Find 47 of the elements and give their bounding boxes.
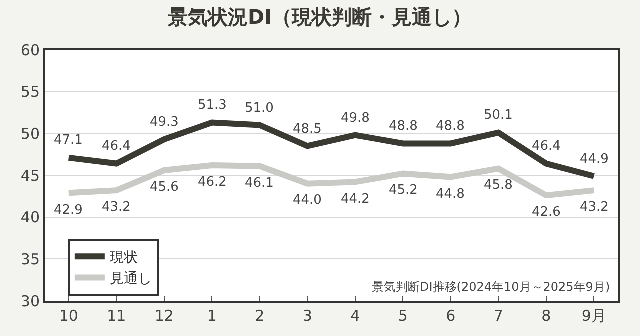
data-label: 50.1 (484, 108, 513, 123)
data-label: 46.4 (102, 139, 131, 154)
chart-title: 景気状況DI（現状判断・見通し） (166, 5, 472, 30)
x-tick-label: 4 (350, 307, 360, 325)
data-label: 49.8 (341, 111, 370, 126)
data-label: 44.0 (293, 193, 322, 208)
x-tick-label: 1 (207, 307, 217, 325)
y-tick-label: 40 (20, 208, 40, 227)
y-tick-label: 60 (20, 41, 40, 60)
annotation: 景気判断DI推移(2024年10月～2025年9月) (372, 280, 610, 294)
x-tick-label: 3 (302, 307, 312, 325)
data-label: 43.2 (102, 200, 131, 215)
x-tick-label: 2 (255, 307, 265, 325)
data-label: 45.6 (150, 180, 179, 195)
data-label: 51.0 (245, 101, 274, 116)
data-label: 46.2 (198, 175, 227, 190)
x-tick-label: 9月 (582, 307, 606, 325)
legend-label: 見通し (110, 271, 152, 288)
x-tick-label: 7 (494, 307, 504, 325)
data-label: 43.2 (580, 200, 609, 215)
x-tick-label: 6 (446, 307, 456, 325)
data-label: 45.2 (389, 183, 418, 198)
data-label: 48.8 (436, 119, 465, 134)
data-label: 44.9 (580, 152, 609, 167)
y-tick-label: 45 (20, 166, 40, 185)
x-tick-label: 12 (154, 307, 174, 325)
data-label: 48.8 (389, 119, 418, 134)
data-label: 45.8 (484, 178, 513, 193)
data-label: 51.3 (198, 98, 227, 113)
y-tick-label: 30 (20, 292, 40, 310)
x-tick-label: 10 (59, 307, 78, 325)
data-label: 44.8 (436, 187, 465, 202)
legend-label: 現状 (110, 250, 138, 266)
data-label: 46.1 (245, 176, 274, 191)
data-label: 44.2 (341, 192, 370, 207)
data-label: 47.1 (54, 133, 83, 148)
x-tick-label: 5 (398, 307, 408, 325)
y-tick-label: 55 (20, 83, 40, 102)
y-tick-label: 35 (20, 250, 40, 268)
data-label: 49.3 (150, 115, 179, 130)
data-label: 46.4 (532, 139, 561, 154)
x-tick-label: 8 (542, 307, 552, 325)
data-label: 42.6 (532, 205, 561, 220)
data-label: 42.9 (54, 203, 83, 218)
y-tick-label: 50 (20, 124, 40, 143)
x-tick-label: 11 (107, 307, 126, 325)
data-label: 48.5 (293, 122, 322, 137)
